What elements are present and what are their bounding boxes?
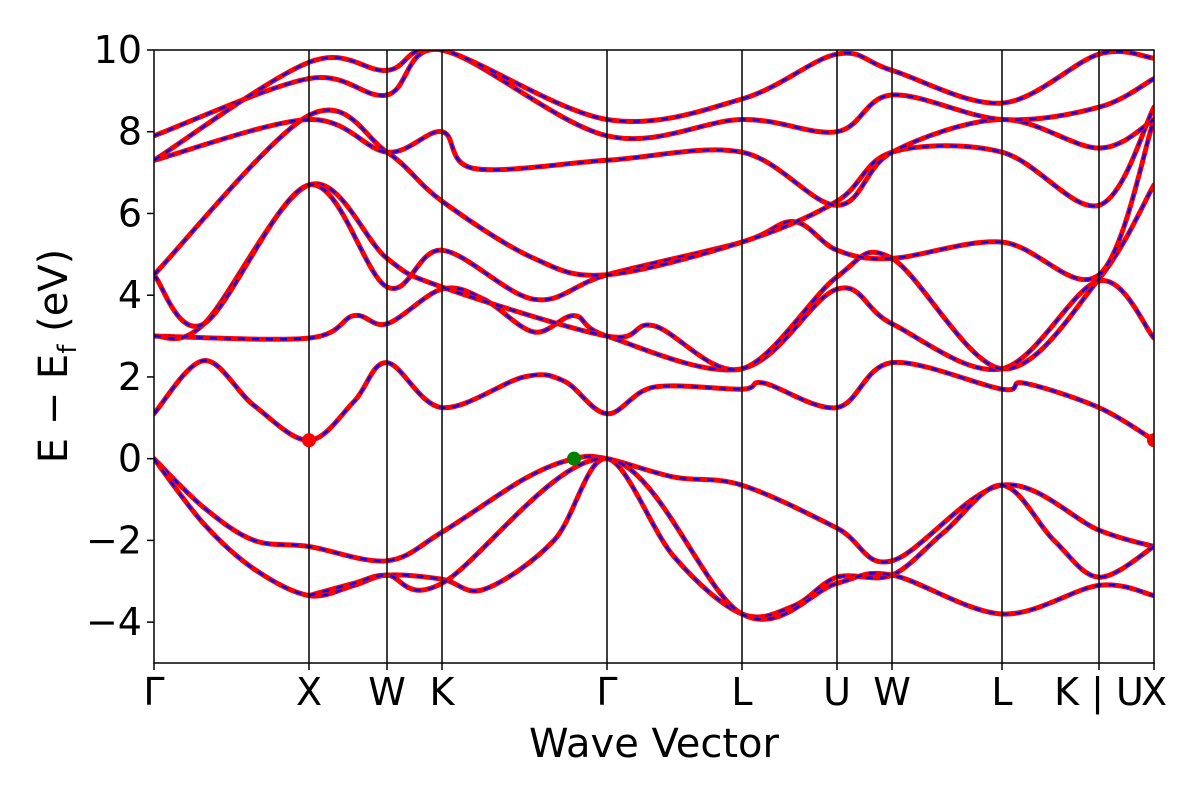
x-tick-label: Γ — [596, 670, 617, 714]
band-line-4-dashed — [154, 359, 1154, 442]
band-line-1-dashed — [154, 455, 1154, 564]
y-axis-ticks: −4 −2 0 2 4 6 8 10 — [86, 28, 154, 644]
high-symmetry-lines — [308, 50, 1100, 663]
y-tick-label: 10 — [94, 28, 142, 72]
x-tick-label: Γ — [143, 670, 164, 714]
band-line-11-dashed — [154, 50, 1154, 162]
band-line-4 — [154, 358, 1154, 443]
band-line-11 — [154, 50, 1154, 163]
x-tick-label: W — [368, 670, 406, 714]
y-tick-label: 6 — [118, 191, 142, 235]
band-line-5-dashed — [154, 279, 1154, 372]
y-tick-label: 8 — [118, 110, 142, 154]
x-tick-label: K | U — [1054, 670, 1144, 715]
band-line-9 — [154, 116, 1154, 208]
band-line-9-dashed — [154, 118, 1154, 207]
y-axis-title-main: E − E — [31, 354, 77, 464]
band-line-8 — [154, 104, 1154, 278]
y-tick-label: 2 — [118, 355, 142, 399]
cbm-point-end — [1147, 433, 1154, 448]
x-tick-label: K — [430, 670, 456, 714]
band-line-3-dashed — [308, 457, 1154, 621]
x-tick-label: L — [731, 670, 752, 714]
band-line-6 — [154, 181, 1154, 373]
vbm-point — [567, 451, 581, 466]
x-tick-label: X — [1141, 670, 1167, 714]
plot-frame — [153, 49, 1155, 664]
y-tick-label: 0 — [118, 437, 142, 481]
y-axis-title-sub: f — [53, 344, 83, 354]
x-tick-label: W — [873, 670, 911, 714]
x-tick-label: U — [823, 670, 851, 714]
y-tick-label: 4 — [118, 273, 142, 317]
markers-layer — [302, 433, 1154, 466]
y-axis-title-unit: (eV) — [31, 249, 77, 345]
y-tick-label: −4 — [86, 600, 142, 644]
y-tick-label: −2 — [86, 518, 142, 562]
cbm-point-x — [302, 433, 316, 448]
band-line-6-dashed — [154, 182, 1154, 371]
bands-layer — [154, 50, 1154, 622]
band-line-2-dashed — [154, 457, 1154, 619]
band-line-2 — [154, 456, 1154, 620]
x-axis-title: Wave Vector — [529, 721, 780, 767]
x-tick-label: L — [991, 670, 1012, 714]
band-line-8-dashed — [154, 106, 1154, 277]
x-tick-label: X — [296, 670, 322, 714]
y-axis-title: E − Ef (eV) — [31, 249, 83, 464]
